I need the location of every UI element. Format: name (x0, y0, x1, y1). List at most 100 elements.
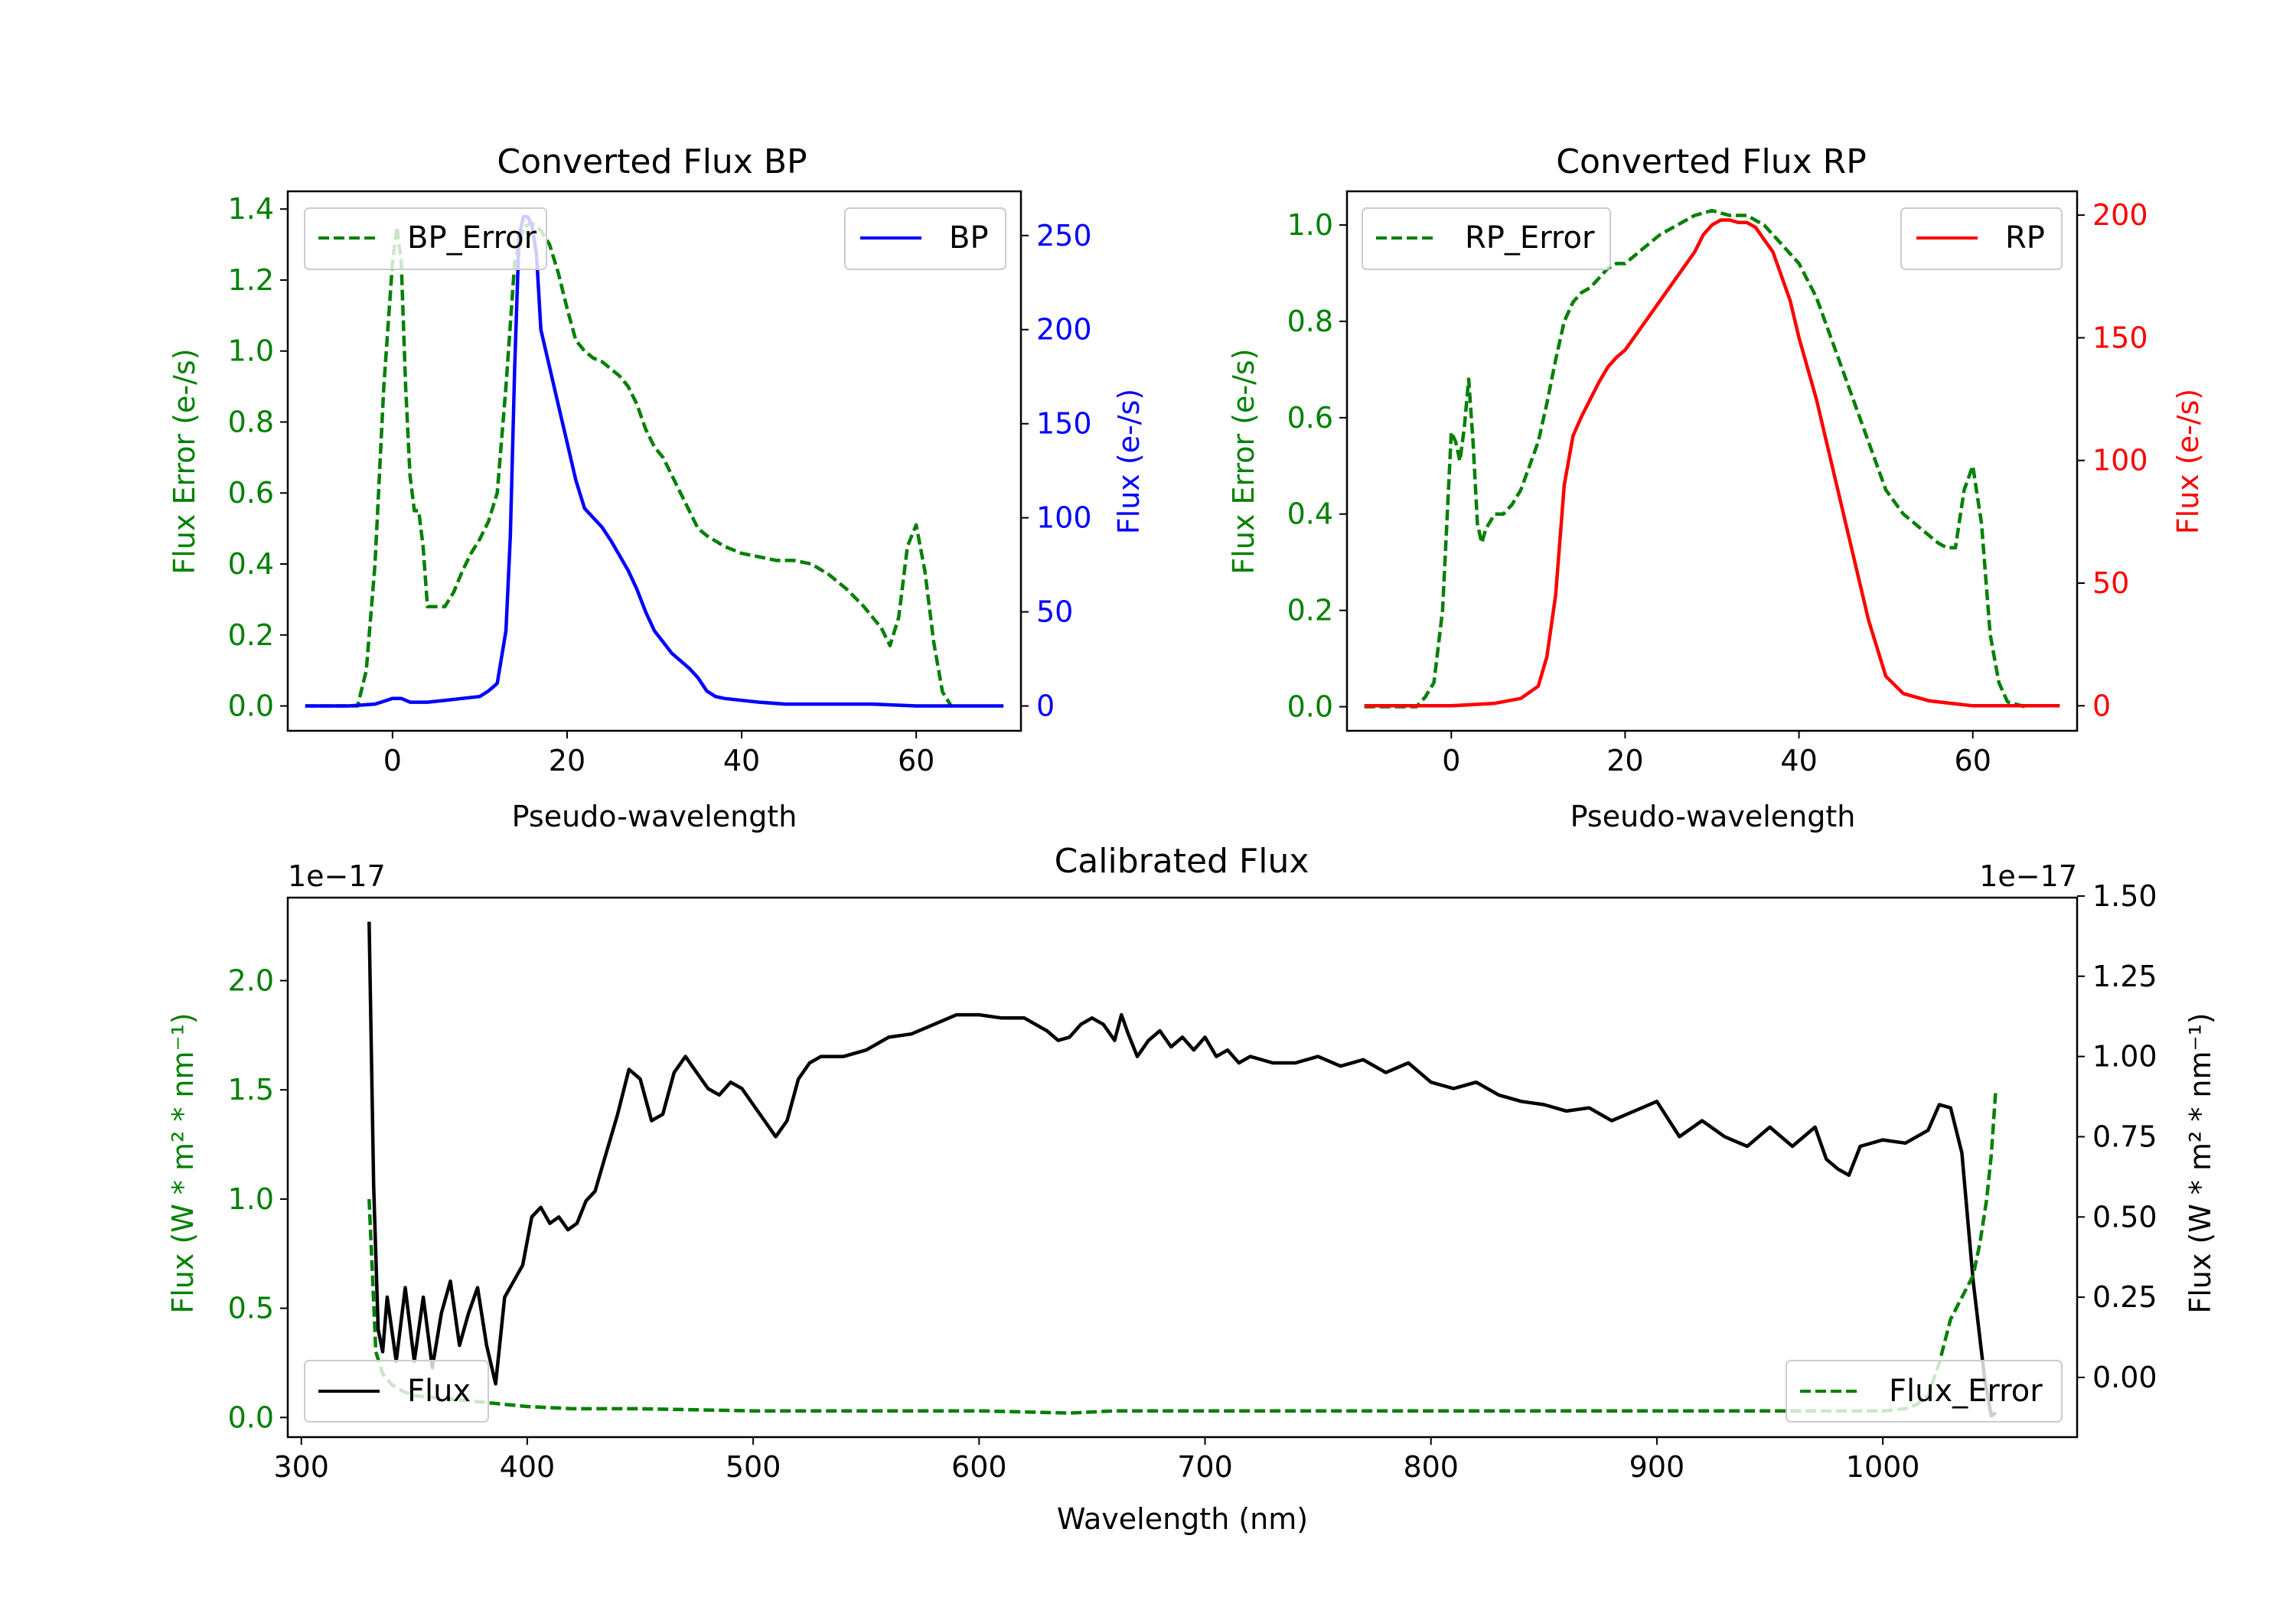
rp-y-axis-label-left: Flux Error (e-/s) (1227, 348, 1261, 574)
bp-x-tick-label: 60 (898, 744, 934, 777)
calibrated-x-tick-label: 600 (951, 1450, 1007, 1484)
bp-series-line (305, 214, 1004, 708)
calibrated-x-tick-label: 700 (1177, 1450, 1233, 1484)
bp-x-ticks: 0 20 40 60 (383, 731, 934, 777)
calibrated-y-tick-label-right: 0.25 (2092, 1280, 2157, 1314)
rp-error-legend: RP_Error (1362, 207, 1611, 270)
bp-y-tick-label-left: 0.0 (228, 689, 274, 723)
rp-y-ticks-right: 0 50 100 150 200 (2077, 198, 2148, 722)
calibrated-x-axis-label: Wavelength (nm) (1057, 1502, 1308, 1536)
rp-y-ticks-left: 0.0 0.2 0.4 0.6 0.8 1.0 (1287, 208, 1347, 724)
rp-y-tick-label-left: 0.0 (1287, 690, 1333, 724)
calibrated-right-offset-label: 1e−17 (1979, 859, 2077, 893)
bp-y-axis-label-left: Flux Error (e-/s) (168, 348, 201, 574)
flux-error-legend-box (1786, 1360, 2063, 1423)
calibrated-x-tick-label: 500 (726, 1450, 781, 1484)
calibrated-x-tick-label: 900 (1629, 1450, 1685, 1484)
calibrated-plot-area (367, 921, 1998, 1418)
bp-y-tick-label-left: 1.4 (228, 192, 274, 226)
rp-error-legend-box (1362, 207, 1611, 270)
calibrated-x-tick-label: 300 (273, 1450, 329, 1484)
calibrated-x-ticks: 300 400 500 600 700 800 900 1000 (273, 1437, 1919, 1484)
bp-y-tick-label-right: 50 (1036, 595, 1073, 629)
calibrated-x-tick-label: 400 (500, 1450, 556, 1484)
calibrated-y-axis-label-right: Flux (W * m² * nm⁻¹) (2183, 1012, 2217, 1313)
flux-legend-box (304, 1360, 489, 1423)
rp-x-ticks: 0 20 40 60 (1442, 731, 1991, 777)
bp-y-tick-label-right: 150 (1036, 407, 1092, 441)
rp-y-tick-label-right: 150 (2092, 321, 2148, 354)
bp-y-tick-label-right: 0 (1036, 689, 1055, 723)
bp-y-ticks-right: 0 50 100 150 200 250 (1021, 219, 1092, 723)
rp-y-tick-label-right: 200 (2092, 198, 2148, 232)
rp-x-tick-label: 0 (1442, 744, 1460, 777)
rp-legend-label: RP (2005, 220, 2045, 256)
calibrated-y-tick-label-left: 0.0 (228, 1400, 274, 1434)
bp-y-axis-label-right: Flux (e-/s) (1112, 389, 1146, 534)
calibrated-y-tick-label-left: 2.0 (228, 963, 274, 997)
bp-error-legend: BP_Error (304, 207, 547, 270)
bp-y-tick-label-left: 0.8 (228, 405, 274, 438)
calibrated-y-tick-label-left: 0.5 (228, 1292, 274, 1325)
bp-legend-label: BP (949, 220, 989, 256)
calibrated-y-ticks-left: 0.0 0.5 1.0 1.5 2.0 (228, 963, 288, 1434)
calibrated-y-tick-label-left: 1.5 (228, 1073, 274, 1107)
bp-error-legend-label: BP_Error (407, 220, 537, 256)
calibrated-panel: Calibrated Flux 1e−17 1e−17 300 400 500 600… (166, 842, 2217, 1536)
rp-y-tick-label-left: 0.8 (1287, 305, 1333, 338)
bp-legend: BP (844, 207, 1006, 270)
bp-y-tick-label-right: 100 (1036, 501, 1092, 535)
rp-legend: RP (1900, 207, 2063, 270)
rp-plot-area (1364, 208, 2060, 709)
calibrated-x-tick-label: 1000 (1846, 1450, 1920, 1484)
calibrated-left-offset-label: 1e−17 (288, 859, 386, 893)
bp-x-tick-label: 40 (723, 744, 760, 777)
rp-y-tick-label-left: 0.6 (1287, 401, 1333, 435)
rp-error-legend-label: RP_Error (1465, 220, 1595, 256)
bp-error-series-line (305, 221, 953, 708)
rp-x-tick-label: 20 (1606, 744, 1643, 777)
rp-axes-frame (1345, 190, 2079, 732)
flux-error-legend-label: Flux_Error (1889, 1374, 2043, 1409)
rp-panel: Converted Flux RP 0 20 40 60 0.00.20.40.60.… (1227, 142, 2205, 833)
bp-axes-frame (286, 190, 1022, 732)
flux-error-series-line (367, 1090, 1998, 1415)
bp-y-tick-label-right: 250 (1036, 219, 1092, 253)
calibrated-chart-title: Calibrated Flux (1055, 842, 1309, 881)
calibrated-axes-frame (286, 896, 2079, 1439)
bp-y-tick-label-left: 1.2 (228, 263, 274, 297)
rp-chart-title: Converted Flux RP (1556, 142, 1867, 181)
flux-error-legend: Flux_Error (1786, 1360, 2063, 1423)
rp-error-series-line (1364, 208, 2026, 709)
calibrated-y-tick-label-right: 0.75 (2092, 1120, 2157, 1153)
bp-y-tick-label-right: 200 (1036, 313, 1092, 347)
bp-y-tick-label-left: 0.4 (228, 547, 274, 581)
bp-y-tick-label-left: 1.0 (228, 334, 274, 368)
bp-x-axis-label: Pseudo-wavelength (512, 800, 797, 833)
flux-legend-label: Flux (407, 1374, 471, 1409)
calibrated-y-ticks-right: 0.00 0.25 0.50 0.75 1.00 1.25 1.50 (2077, 879, 2157, 1394)
rp-x-tick-label: 60 (1955, 744, 1991, 777)
rp-series-line (1364, 218, 2060, 708)
calibrated-y-tick-label-right: 0.50 (2092, 1200, 2157, 1234)
rp-y-axis-label-right: Flux (e-/s) (2171, 389, 2205, 534)
rp-x-axis-label: Pseudo-wavelength (1570, 800, 1856, 833)
bp-chart-title: Converted Flux BP (497, 142, 807, 181)
rp-y-tick-label-right: 100 (2092, 444, 2148, 478)
bp-y-ticks-left: 0.0 0.2 0.4 0.6 0.8 1.0 1.2 1.4 (228, 192, 288, 723)
calibrated-y-tick-label-left: 1.0 (228, 1182, 274, 1216)
calibrated-x-tick-label: 800 (1403, 1450, 1459, 1484)
bp-panel: Converted Flux BP 0 20 40 60 0.00.20.40.60.… (168, 142, 1146, 833)
flux-legend: Flux (304, 1360, 489, 1423)
rp-x-tick-label: 40 (1780, 744, 1817, 777)
bp-x-tick-label: 20 (549, 744, 585, 777)
calibrated-y-axis-label-left: Flux (W * m² * nm⁻¹) (166, 1012, 200, 1313)
rp-y-tick-label-left: 1.0 (1287, 208, 1333, 242)
bp-legend-box (844, 207, 1006, 270)
bp-error-legend-box (304, 207, 547, 270)
calibrated-y-tick-label-right: 1.00 (2092, 1040, 2157, 1074)
rp-y-tick-label-left: 0.2 (1287, 594, 1333, 627)
flux-series-line (367, 921, 1998, 1418)
rp-y-tick-label-right: 50 (2092, 566, 2129, 600)
